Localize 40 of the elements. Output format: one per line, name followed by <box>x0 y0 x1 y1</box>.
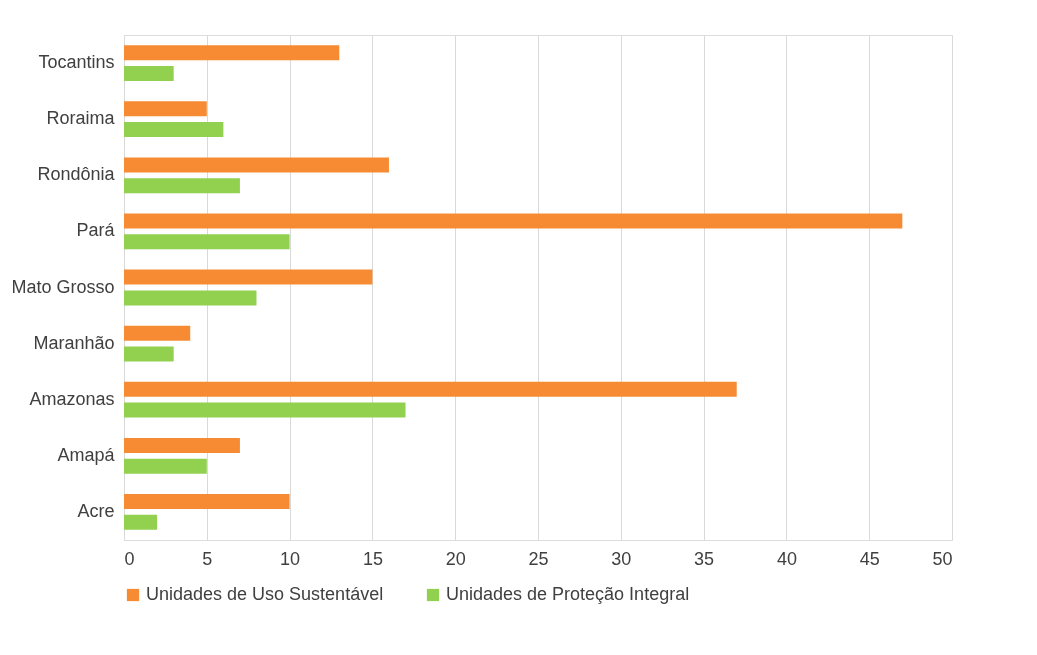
bar <box>124 290 257 306</box>
y-tick-label: Tocantins <box>38 52 115 73</box>
x-tick-label: 15 <box>362 548 383 569</box>
bar <box>124 178 240 194</box>
bar <box>124 346 174 362</box>
bar <box>124 122 224 138</box>
bar <box>124 381 737 397</box>
x-tick-label: 40 <box>776 548 797 569</box>
bar <box>124 514 158 530</box>
x-tick-label: 10 <box>280 548 301 569</box>
bar <box>124 234 290 250</box>
x-tick-label: 35 <box>694 548 715 569</box>
x-tick-label: 25 <box>528 548 549 569</box>
y-tick-label: Amazonas <box>29 388 115 409</box>
bar <box>124 458 207 474</box>
y-tick-label: Pará <box>76 220 116 241</box>
bar <box>124 213 903 229</box>
legend-label: Unidades de Proteção Integral <box>446 584 690 604</box>
bar <box>124 437 240 453</box>
x-tick-label: 50 <box>932 548 953 569</box>
x-tick-label: 5 <box>202 548 213 569</box>
y-tick-label: Mato Grosso <box>11 276 115 297</box>
bar <box>124 45 340 61</box>
x-tick-label: 45 <box>859 548 880 569</box>
bar <box>124 269 373 285</box>
y-tick-label: Amapá <box>57 444 116 465</box>
x-tick-label: 0 <box>124 548 135 569</box>
bar <box>124 325 191 341</box>
bar <box>124 157 389 173</box>
legend-label: Unidades de Uso Sustentável <box>146 584 384 604</box>
y-tick-label: Roraima <box>46 108 116 129</box>
y-tick-label: Rondônia <box>37 164 116 185</box>
y-tick-label: Acre <box>77 500 115 521</box>
x-tick-label: 20 <box>445 548 466 569</box>
y-tick-label: Maranhão <box>33 332 115 353</box>
bar <box>124 494 290 510</box>
x-tick-label: 30 <box>611 548 632 569</box>
bar <box>124 101 207 117</box>
bar <box>124 65 174 81</box>
bar <box>124 402 406 418</box>
